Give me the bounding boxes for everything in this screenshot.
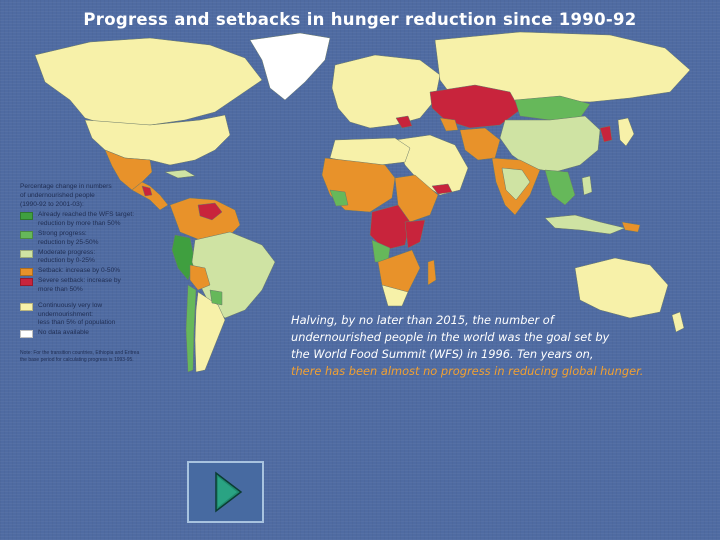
legend-heading-line: (1990-92 to 2001-03): bbox=[20, 200, 84, 208]
map-legend: Percentage change in numbers of undernou… bbox=[20, 183, 180, 363]
caption-line: undernourished people in the world was t… bbox=[291, 330, 610, 344]
legend-swatch bbox=[20, 268, 33, 277]
region-north-africa bbox=[329, 137, 411, 166]
region-paraguay bbox=[209, 289, 223, 306]
slide-title: Progress and setbacks in hunger reductio… bbox=[83, 10, 637, 29]
legend-item-label: reduction by 0-25% bbox=[38, 257, 95, 265]
region-china bbox=[499, 115, 601, 173]
legend-item-very-low: Continuously very low undernourishment: … bbox=[20, 302, 180, 328]
region-europe bbox=[331, 54, 441, 129]
region-philippines bbox=[581, 175, 593, 196]
world-map bbox=[34, 31, 691, 373]
legend-item-label: less than 5% of population bbox=[38, 319, 116, 327]
region-korea bbox=[599, 125, 613, 143]
region-australia bbox=[574, 257, 669, 319]
region-yemen bbox=[431, 183, 453, 195]
legend-item-label: Setback: increase by 0-50% bbox=[38, 267, 121, 275]
region-south-africa bbox=[381, 284, 409, 307]
region-venezuela bbox=[197, 202, 223, 221]
legend-swatch bbox=[20, 278, 33, 287]
caption-line: Halving, by no later than 2015, the numb… bbox=[291, 313, 554, 327]
legend-heading-line: of undernourished people bbox=[20, 191, 95, 199]
region-madagascar bbox=[427, 259, 437, 286]
play-triangle-icon bbox=[215, 471, 243, 513]
caption-highlight-line: there has been almost no progress in red… bbox=[291, 364, 644, 378]
region-japan bbox=[617, 117, 635, 147]
region-indonesia bbox=[544, 214, 626, 235]
caption-line: the World Food Summit (WFS) in 1996. Ten… bbox=[291, 347, 594, 361]
legend-heading: Percentage change in numbers of undernou… bbox=[20, 183, 180, 209]
legend-item-label: Continuously very low bbox=[38, 301, 103, 309]
legend-note-line: Note: For the transition countries, Ethi… bbox=[20, 350, 140, 357]
legend-item-label: undernourishment: bbox=[38, 310, 93, 318]
legend-item-label: reduction by more than 50% bbox=[38, 220, 121, 228]
region-balkans bbox=[395, 115, 413, 129]
region-kazakhstan bbox=[429, 84, 521, 129]
legend-swatch bbox=[20, 230, 33, 239]
legend-heading-line: Percentage change in numbers bbox=[20, 183, 112, 190]
legend-item-severe: Severe setback: increase by more than 50… bbox=[20, 277, 180, 295]
legend-item-label: No data available bbox=[38, 329, 89, 337]
region-new-zealand bbox=[671, 311, 685, 333]
region-chile bbox=[185, 284, 197, 373]
legend-item-label: Moderate progress: bbox=[38, 248, 96, 256]
region-central-america bbox=[131, 181, 169, 211]
legend-item-moderate: Moderate progress: reduction by 0-25% bbox=[20, 249, 180, 267]
region-central-africa bbox=[369, 204, 411, 251]
region-greenland bbox=[249, 32, 331, 101]
legend-note-line: the base period for calculating progress… bbox=[20, 356, 134, 363]
legend-swatch bbox=[20, 249, 33, 258]
legend-item-label: more than 50% bbox=[38, 285, 83, 293]
region-peru bbox=[171, 234, 196, 281]
region-caucasus bbox=[439, 117, 459, 132]
region-iran-afghan bbox=[459, 127, 501, 161]
legend-item-label: Already reached the WFS target: bbox=[38, 211, 135, 219]
legend-item-reached: Already reached the WFS target: reductio… bbox=[20, 211, 180, 229]
legend-swatch bbox=[20, 212, 33, 221]
region-sahel-green bbox=[329, 189, 349, 207]
legend-item-strong: Strong progress: reduction by 25-50% bbox=[20, 230, 180, 248]
legend-item-no-data: No data available bbox=[20, 329, 180, 339]
legend-swatch bbox=[20, 302, 33, 311]
region-venezuela-colombia bbox=[169, 197, 241, 241]
legend-swatch bbox=[20, 330, 33, 339]
region-bolivia bbox=[189, 264, 211, 291]
legend-item-label: reduction by 25-50% bbox=[38, 238, 99, 246]
region-india-inner bbox=[501, 167, 531, 201]
region-canada bbox=[34, 37, 263, 127]
region-east-africa bbox=[404, 219, 426, 249]
region-argentina bbox=[194, 291, 226, 373]
caption-text: Halving, by no later than 2015, the numb… bbox=[291, 312, 711, 380]
legend-item-label: Severe setback: increase by bbox=[38, 277, 121, 285]
region-west-africa bbox=[321, 157, 396, 213]
legend-item-setback: Setback: increase by 0-50% bbox=[20, 267, 180, 277]
region-cuba bbox=[164, 169, 196, 179]
legend-item-label: Strong progress: bbox=[38, 229, 87, 237]
region-middle-east bbox=[394, 134, 469, 196]
region-guatemala bbox=[141, 185, 153, 197]
region-png bbox=[621, 221, 641, 233]
region-se-asia bbox=[544, 169, 576, 206]
next-slide-button[interactable] bbox=[187, 461, 264, 523]
legend-note: Note: For the transition countries, Ethi… bbox=[20, 350, 180, 363]
